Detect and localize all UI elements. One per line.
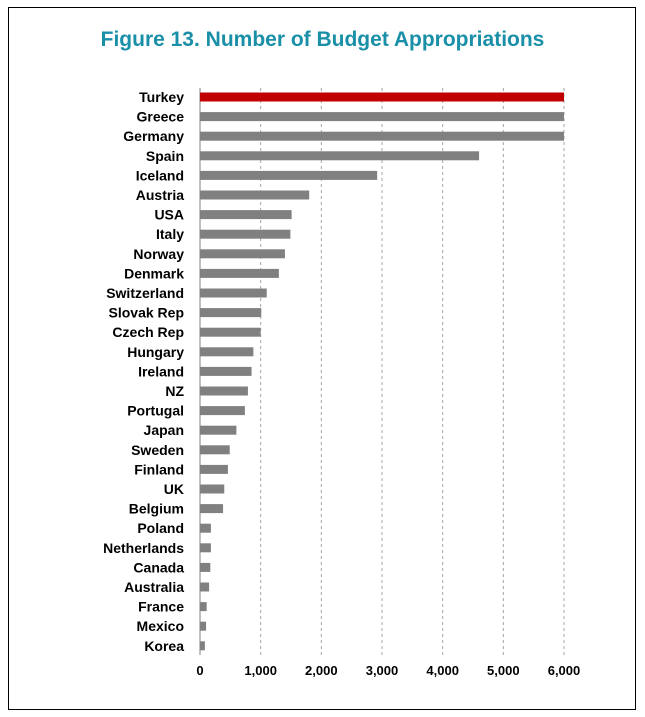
category-label: Canada — [133, 559, 184, 575]
category-label: Netherlands — [103, 540, 184, 556]
category-label: Slovak Rep — [109, 305, 184, 321]
x-tick-label: 5,000 — [487, 663, 520, 678]
bar-ireland — [200, 366, 252, 376]
category-label: Sweden — [131, 442, 184, 458]
bar-finland — [200, 464, 228, 474]
bar-korea — [200, 641, 205, 651]
category-label: UK — [164, 481, 184, 497]
bar-poland — [200, 523, 211, 533]
bar-iceland — [200, 170, 378, 180]
category-label: Austria — [136, 187, 184, 203]
bar-mexico — [200, 621, 207, 631]
category-label: Switzerland — [106, 285, 184, 301]
bar-australia — [200, 582, 210, 592]
category-label: Norway — [133, 246, 184, 262]
bar-uk — [200, 484, 225, 494]
chart-title: Figure 13. Number of Budget Appropriatio… — [100, 28, 545, 51]
bar-france — [200, 602, 207, 612]
bar-spain — [200, 151, 480, 161]
bar-sweden — [200, 445, 230, 455]
x-tick-label: 0 — [196, 663, 203, 678]
bar-austria — [200, 190, 310, 200]
bar-norway — [200, 249, 285, 259]
category-label: Portugal — [127, 403, 184, 419]
category-label: Australia — [124, 579, 184, 595]
x-tick-labels: 0 1,000 2,000 3,000 4,000 5,000 6,000 — [196, 663, 580, 678]
category-label: Spain — [146, 148, 184, 164]
bar-greece — [200, 112, 564, 122]
bar-denmark — [200, 268, 279, 278]
bar-turkey — [200, 92, 564, 102]
bar-czech-rep — [200, 327, 261, 337]
category-label: Belgium — [129, 501, 184, 517]
x-tick-label: 3,000 — [366, 663, 399, 678]
category-label: Czech Rep — [112, 324, 184, 340]
bar-slovak-rep — [200, 308, 262, 318]
x-tick-label: 1,000 — [244, 663, 277, 678]
bar-portugal — [200, 406, 245, 416]
bar-japan — [200, 425, 237, 435]
category-label: Iceland — [136, 167, 184, 183]
bar-belgium — [200, 504, 224, 514]
category-label: NZ — [165, 383, 184, 399]
x-tick-label: 6,000 — [548, 663, 581, 678]
category-label: Ireland — [138, 363, 184, 379]
category-label: Korea — [144, 638, 184, 654]
bar-switzerland — [200, 288, 267, 298]
bar-italy — [200, 229, 291, 239]
bar-canada — [200, 562, 211, 572]
category-label: Poland — [137, 520, 184, 536]
bar-hungary — [200, 347, 254, 357]
category-label: Mexico — [137, 618, 184, 634]
bar-germany — [200, 131, 564, 141]
category-label: Italy — [156, 226, 184, 242]
category-label: Hungary — [127, 344, 184, 360]
x-tick-label: 2,000 — [305, 663, 338, 678]
category-label: USA — [154, 207, 184, 223]
bar-netherlands — [200, 543, 211, 553]
category-label: Germany — [123, 128, 184, 144]
category-label: Finland — [134, 461, 184, 477]
category-label: Greece — [137, 109, 185, 125]
x-tick-label: 4,000 — [426, 663, 459, 678]
category-labels: Turkey Greece Germany Spain Iceland Austria US… — [103, 89, 184, 654]
category-label: Japan — [144, 422, 184, 438]
category-label: Turkey — [139, 89, 184, 105]
bar-usa — [200, 210, 292, 220]
bar-nz — [200, 386, 248, 396]
category-label: Denmark — [124, 265, 184, 281]
bars — [200, 92, 564, 651]
chart-frame — [8, 7, 636, 710]
category-label: France — [138, 599, 184, 615]
